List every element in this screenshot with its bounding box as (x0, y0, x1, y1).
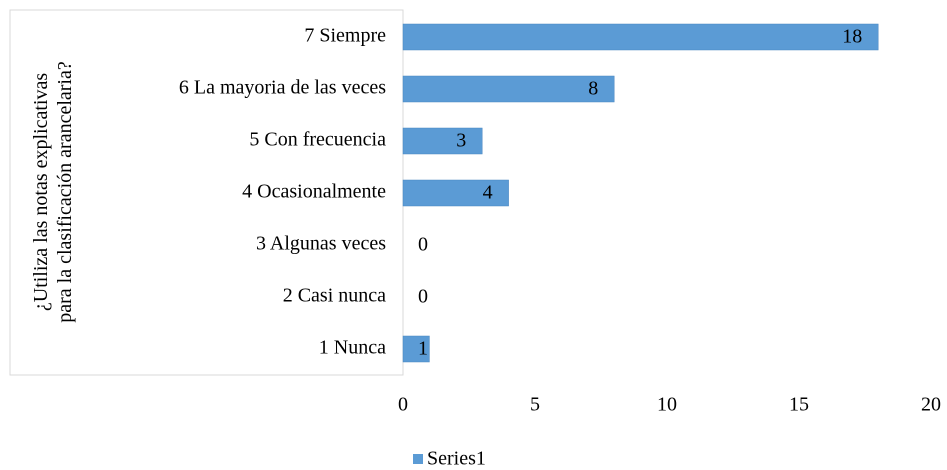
y-tick-label: 2 Casi nunca (283, 285, 386, 307)
data-label: 18 (842, 26, 862, 48)
y-axis-title: ¿Utiliza las notas explicativas para la c… (30, 61, 76, 323)
data-label: 8 (588, 78, 598, 100)
y-tick-label: 4 Ocasionalmente (242, 181, 386, 203)
x-tick-label: 15 (789, 394, 809, 416)
y-axis-title-line: ¿Utiliza las notas explicativas (30, 73, 52, 311)
bar (402, 23, 879, 51)
bar (402, 179, 509, 207)
legend-label: Series1 (427, 448, 486, 470)
bar (402, 127, 483, 155)
x-tick-label: 20 (921, 394, 941, 416)
x-tick-label: 0 (398, 394, 408, 416)
legend-swatch (413, 454, 423, 464)
y-tick-label: 5 Con frecuencia (249, 129, 386, 151)
x-tick-label: 10 (657, 394, 677, 416)
y-axis-title-line: para la clasificación arancelaria? (54, 61, 76, 323)
category-box (9, 9, 404, 376)
data-label: 0 (418, 286, 428, 308)
data-label: 0 (418, 234, 428, 256)
y-tick-label: 6 La mayoria de las veces (179, 77, 386, 99)
bar (402, 75, 615, 103)
y-tick-label: 3 Algunas veces (256, 233, 386, 255)
y-tick-label: 7 Siempre (304, 25, 386, 47)
x-tick-label: 5 (530, 394, 540, 416)
bar (402, 335, 430, 363)
data-label: 3 (456, 130, 466, 152)
data-label: 1 (418, 338, 428, 360)
data-label: 4 (483, 182, 493, 204)
y-tick-label: 1 Nunca (319, 337, 386, 359)
